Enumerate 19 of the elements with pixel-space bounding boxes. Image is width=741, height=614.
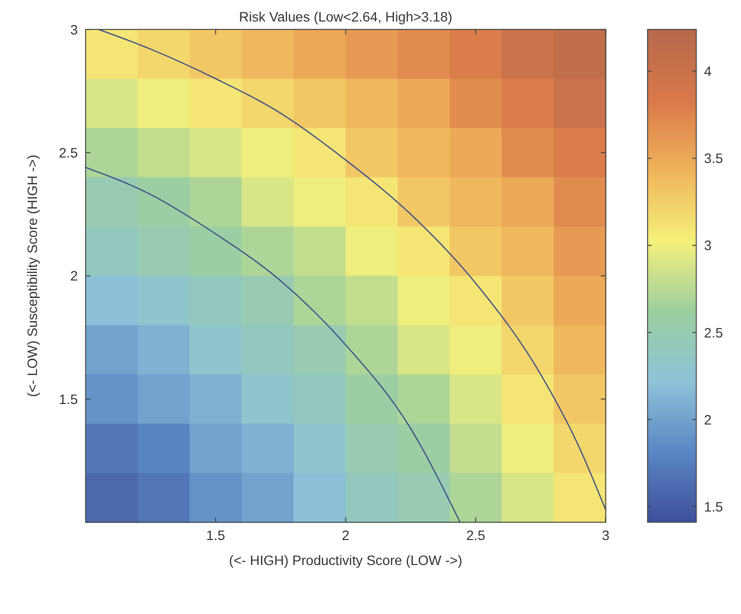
color-bar-label: 2.5 — [704, 325, 724, 340]
color-bar-label: 1.5 — [704, 499, 724, 514]
y-tick-label: 1.5 — [58, 392, 78, 407]
x-tick-label: 2.5 — [466, 528, 486, 543]
x-tick-label: 2 — [342, 528, 350, 543]
line-series — [98, 28, 606, 511]
color-bar-label: 3.5 — [704, 151, 724, 166]
x-tick-label: 1.5 — [206, 528, 226, 543]
color-bar-label: 3 — [704, 238, 712, 254]
y-tick-label: 2.5 — [58, 146, 78, 160]
x-axis-title: (<- HIGH) Productivity Score (LOW ->) — [229, 553, 462, 568]
y-tick-label: 2 — [70, 268, 78, 284]
y-axis-title: (<- LOW) Susceptibility Score (HIGH ->) — [24, 154, 40, 397]
color-bar-label: 2 — [704, 412, 712, 428]
x-tick-label: 3 — [602, 528, 610, 543]
chart-title: Risk Values (Low<2.64, High>3.18) — [239, 10, 452, 25]
color-bar-label: 4 — [704, 64, 712, 80]
line-series — [85, 166, 461, 523]
y-tick-label: 3 — [70, 22, 78, 38]
